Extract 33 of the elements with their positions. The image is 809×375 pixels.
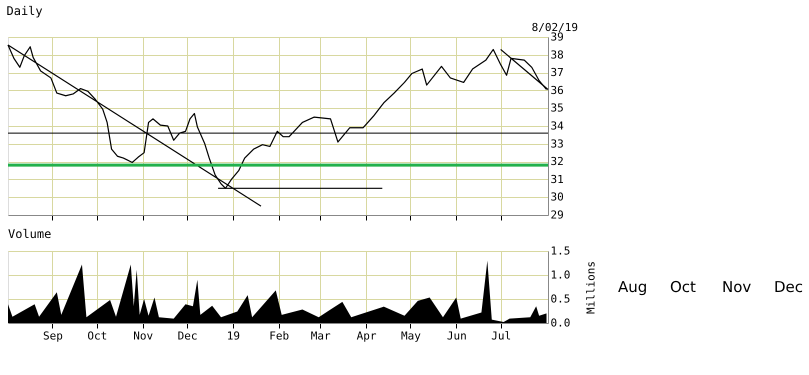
y-tick-label: 34 [550, 120, 564, 132]
y-axis-title: Millions [584, 261, 598, 314]
y-tick-label: 38 [550, 48, 564, 62]
text: Aug [618, 278, 648, 296]
chart-title: Daily [6, 4, 43, 18]
y-tick-label: 0.0 [550, 316, 570, 330]
y-tick-label: 35 [550, 102, 564, 115]
text: Nov [722, 278, 752, 296]
y-tick-label: 32 [550, 155, 564, 168]
text: Dec [774, 278, 804, 296]
x-tick-label: Mar [310, 330, 331, 342]
y-tick-label: 33 [550, 137, 564, 150]
y-tick-label: 39 [550, 30, 564, 44]
chart-title: Volume [8, 227, 52, 241]
x-tick-label: Oct [87, 330, 108, 342]
y-tick-label: 0.5 [550, 292, 570, 306]
y-tick-label: 29 [550, 208, 564, 222]
x-tick-label: Sep [42, 330, 63, 342]
x-tick-label: Apr [356, 330, 377, 342]
text: Oct [670, 278, 696, 296]
x-tick-label: May [400, 330, 422, 342]
y-tick-label: 37 [550, 66, 564, 80]
x-tick-label: Jul [491, 330, 512, 342]
x-tick-label: Feb [269, 330, 290, 342]
x-tick-label: Jun [446, 330, 467, 342]
y-tick-label: 36 [550, 84, 564, 97]
x-tick-label: Nov [133, 330, 154, 342]
y-tick-label: 1.5 [550, 244, 570, 258]
x-tick-label: 19 [226, 330, 240, 342]
y-tick-label: 1.0 [550, 268, 570, 282]
y-tick-label: 30 [550, 190, 564, 204]
x-tick-label: Dec [178, 330, 198, 342]
y-tick-label: 31 [550, 172, 564, 186]
